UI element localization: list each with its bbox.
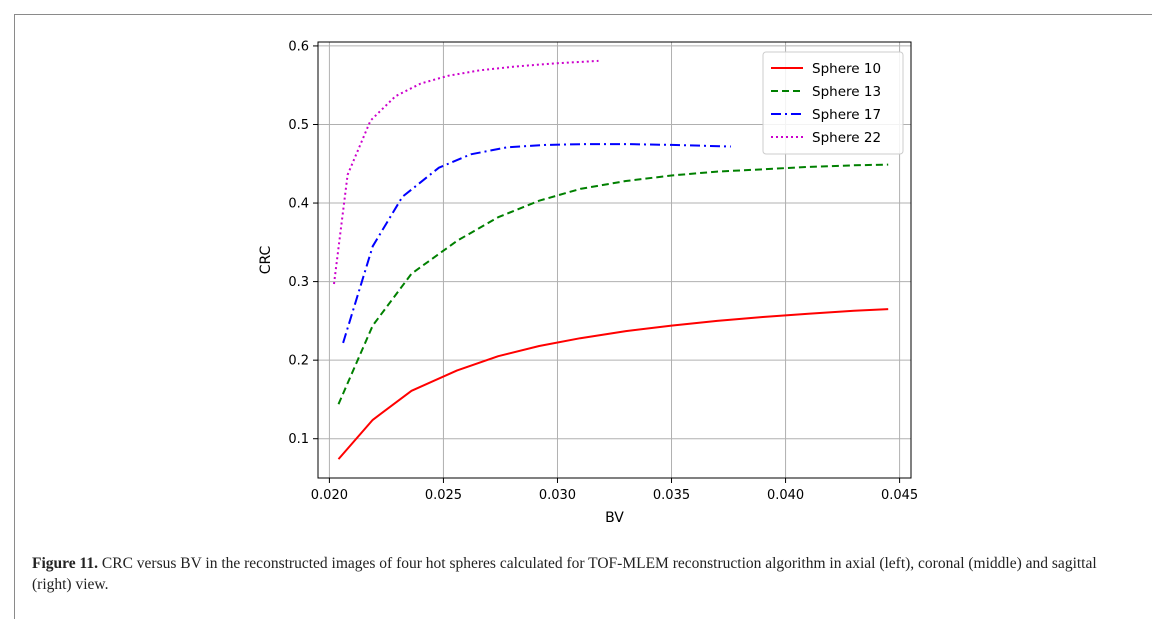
y-tick-label: 0.4 <box>288 197 309 212</box>
y-axis-label: CRC <box>258 245 274 274</box>
legend-entry-label: Sphere 13 <box>812 84 881 100</box>
figure-caption-label: Figure 11. <box>32 555 99 572</box>
x-axis-label: BV <box>605 510 624 526</box>
series-line-sphere-17 <box>342 143 731 344</box>
data-series <box>333 59 889 460</box>
x-axis-ticks: 0.020 0.025 0.030 0.035 0.040 0.045 <box>311 478 918 503</box>
y-tick-label: 0.6 <box>288 39 309 54</box>
y-tick-label: 0.2 <box>288 354 309 369</box>
x-tick-label: 0.035 <box>653 488 690 503</box>
figure-caption-text: CRC versus BV in the reconstructed image… <box>32 555 1097 593</box>
legend: Sphere 10 Sphere 13 Sphere 17 Sphere 22 <box>762 51 904 155</box>
series-line-sphere-13 <box>337 163 889 405</box>
legend-entry-label: Sphere 22 <box>812 130 881 146</box>
figure-caption: Figure 11. CRC versus BV in the reconstr… <box>32 553 1132 595</box>
series-line-sphere-22 <box>333 59 599 285</box>
series-line-sphere-10 <box>337 308 889 460</box>
x-tick-label: 0.020 <box>311 488 348 503</box>
x-tick-label: 0.040 <box>767 488 804 503</box>
y-tick-label: 0.5 <box>288 118 309 133</box>
y-tick-label: 0.3 <box>288 275 309 290</box>
figure-frame-top-border <box>14 14 1152 15</box>
legend-box <box>762 51 904 155</box>
plot-area-frame <box>317 41 912 479</box>
x-tick-label: 0.025 <box>425 488 462 503</box>
legend-entry-label: Sphere 17 <box>812 107 881 123</box>
grid-lines <box>318 42 911 478</box>
y-axis-ticks: 0.1 0.2 0.3 0.4 0.5 0.6 <box>288 39 318 447</box>
figure-frame-left-border <box>14 14 15 619</box>
legend-entry-label: Sphere 10 <box>812 61 881 77</box>
y-tick-label: 0.1 <box>288 432 309 447</box>
x-tick-label: 0.045 <box>881 488 918 503</box>
x-tick-label: 0.030 <box>539 488 576 503</box>
